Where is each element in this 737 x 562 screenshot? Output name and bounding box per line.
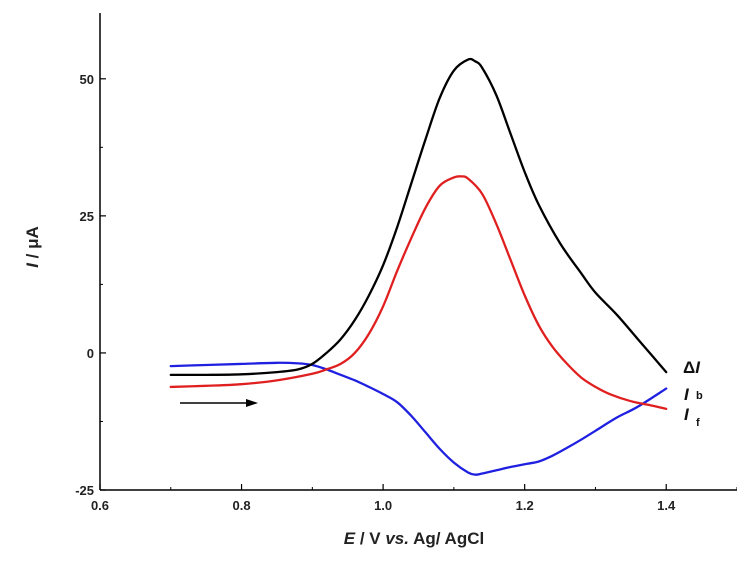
series-label-symbol: Δ — [683, 358, 695, 377]
series-label-main: I — [684, 385, 690, 404]
x-tick-label: 0.6 — [91, 498, 109, 513]
y-tick-label: 50 — [80, 72, 94, 87]
series-labels: ΔII bI f — [683, 358, 703, 429]
series-label-2: I — [684, 405, 690, 424]
series-label-0: ΔI — [683, 358, 701, 377]
series-label-main: I — [684, 405, 690, 424]
series-line-0 — [169, 57, 668, 377]
y-tick-label: 25 — [80, 209, 94, 224]
series-label-1: I — [684, 385, 690, 404]
series-label-main: I — [695, 358, 701, 377]
series-label-sub: f — [696, 417, 700, 429]
series-line-2 — [169, 361, 668, 476]
x-tick-label: 1.4 — [657, 498, 676, 513]
series-group — [169, 57, 668, 476]
axes: 0.6 0.8 1.0 1.2 1.4 -25 0 25 50 — [75, 13, 737, 513]
series-line-1 — [169, 175, 668, 411]
x-tick-label: 1.0 — [374, 498, 392, 513]
scan-direction-arrow — [180, 399, 258, 407]
y-tick-label: 0 — [87, 346, 94, 361]
x-tick-label: 1.2 — [516, 498, 534, 513]
series-label-sub: b — [696, 390, 703, 402]
x-axis-title: E / V vs. Ag/ AgCl — [344, 529, 484, 548]
y-axis-title: I / μA — [23, 226, 42, 268]
y-tick-label: -25 — [75, 483, 94, 498]
x-tick-label: 0.8 — [233, 498, 251, 513]
